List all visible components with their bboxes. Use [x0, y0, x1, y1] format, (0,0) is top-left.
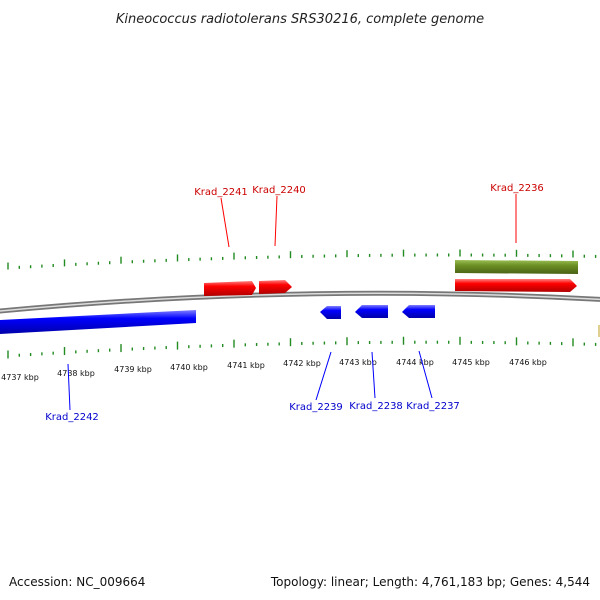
- tick-marks-bottom: [7, 336, 597, 359]
- accession-text: Accession: NC_009664: [9, 575, 145, 589]
- scale-label: 4745 kbp: [452, 358, 490, 367]
- gene-krad-2238-arrow[interactable]: [355, 305, 388, 318]
- scale-label: 4744 kbp: [396, 358, 434, 367]
- other-feature-bar[interactable]: [455, 260, 578, 274]
- scale-label: 4743 kbp: [339, 358, 377, 367]
- leader-line-krad-2237: [418, 350, 433, 399]
- gene-krad-2237-arrow[interactable]: [402, 305, 435, 318]
- gene-krad-2242-bar[interactable]: [0, 310, 196, 334]
- gene-label-krad-2236[interactable]: Krad_2236: [490, 183, 544, 194]
- backbone-inner: [0, 292, 600, 312]
- gene-label-krad-2242[interactable]: Krad_2242: [45, 412, 99, 423]
- tick-marks-top: [7, 249, 597, 270]
- scale-label: 4746 kbp: [509, 358, 547, 367]
- scale-label: 4740 kbp: [170, 363, 208, 372]
- edge-feature-marker: [598, 325, 600, 337]
- leader-line-krad-2239: [315, 351, 332, 401]
- gene-krad-2240-arrow[interactable]: [259, 280, 292, 294]
- page-title: Kineococcus radiotolerans SRS30216, comp…: [116, 12, 484, 27]
- gene-krad-2241-arrow[interactable]: [204, 281, 256, 296]
- scale-label: 4738 kbp: [57, 369, 95, 378]
- gene-label-krad-2239[interactable]: Krad_2239: [289, 402, 343, 413]
- gene-label-krad-2237[interactable]: Krad_2237: [406, 401, 460, 412]
- gene-label-krad-2241[interactable]: Krad_2241: [194, 187, 248, 198]
- leader-line-krad-2240: [274, 195, 278, 247]
- scale-label: 4741 kbp: [227, 361, 265, 370]
- gene-label-krad-2240[interactable]: Krad_2240: [252, 185, 306, 196]
- scale-label: 4742 kbp: [283, 359, 321, 368]
- topology-text: Topology: linear; Length: 4,761,183 bp; …: [270, 575, 590, 589]
- scale-label: 4739 kbp: [114, 365, 152, 374]
- scale-label: 4737 kbp: [1, 373, 39, 382]
- gene-krad-2239-arrow[interactable]: [320, 306, 341, 319]
- leader-line-krad-2238: [371, 351, 376, 399]
- leader-line-krad-2242: [67, 363, 71, 411]
- gene-krad-2236-arrow[interactable]: [455, 279, 577, 292]
- gene-label-krad-2238[interactable]: Krad_2238: [349, 401, 403, 412]
- leader-line-krad-2241: [220, 197, 230, 248]
